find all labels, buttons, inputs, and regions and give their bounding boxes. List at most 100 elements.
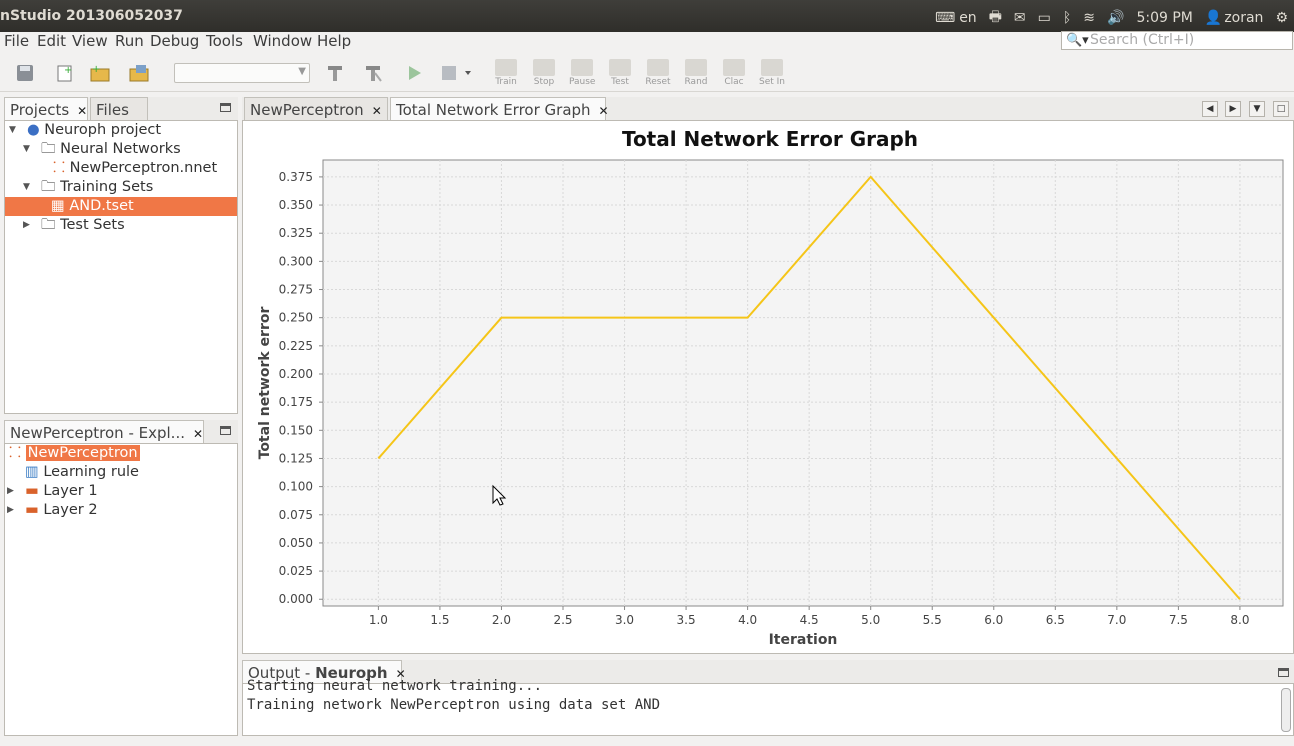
close-icon[interactable]: ✕: [77, 104, 88, 118]
hammer-icon[interactable]: [322, 60, 348, 86]
tree-node-layer-1[interactable]: ▶ ▬ Layer 1: [7, 482, 98, 501]
tab-newperceptron-label: NewPerceptron: [250, 101, 364, 119]
network-icon: ⸬: [9, 445, 22, 461]
debug-icon[interactable]: [438, 60, 474, 86]
keyboard-lang[interactable]: en: [959, 10, 977, 26]
tree-node-learning-rule[interactable]: ▥ Learning rule: [25, 463, 139, 482]
battery-icon[interactable]: ▭: [1037, 10, 1051, 26]
tab-output[interactable]: Output - Neuroph ✕: [242, 660, 406, 684]
tree-label: NewPerceptron: [25, 445, 140, 461]
wifi-icon[interactable]: ≋: [1083, 10, 1096, 26]
tree-node-newperceptron-nnet[interactable]: ⸬ NewPerceptron.nnet: [53, 159, 217, 178]
tree-node-and-tset[interactable]: ▦ AND.tset: [5, 197, 237, 216]
scrollbar[interactable]: [1281, 688, 1291, 732]
reset-label: Reset: [645, 77, 671, 87]
menu-debug[interactable]: Debug: [150, 32, 200, 50]
configuration-select[interactable]: ▼: [174, 63, 310, 83]
tree-label: Neural Networks: [60, 141, 181, 157]
menu-file[interactable]: File: [4, 32, 30, 50]
tab-list-icon[interactable]: ▼: [1249, 101, 1265, 117]
clac-button[interactable]: Clac: [721, 59, 747, 87]
expand-arrow-icon[interactable]: ▶: [7, 505, 14, 515]
new-file-icon[interactable]: +: [52, 60, 78, 86]
expand-arrow-icon[interactable]: ▼: [23, 144, 30, 154]
reset-button[interactable]: Reset: [645, 59, 671, 87]
clock[interactable]: 5:09 PM: [1136, 10, 1193, 26]
close-icon[interactable]: ✕: [193, 427, 204, 441]
mail-icon[interactable]: ✉: [1013, 10, 1026, 26]
menu-window[interactable]: Window: [253, 32, 313, 50]
user-name[interactable]: zoran: [1224, 10, 1264, 26]
table-icon: ▦: [51, 198, 65, 214]
stop-button[interactable]: Stop: [531, 59, 557, 87]
menu-tools[interactable]: Tools: [206, 32, 243, 50]
projects-tree: ▼ ● Neuroph project ▼ 🗀 Neural Networks ⸬ …: [4, 120, 238, 414]
menu-run[interactable]: Run: [115, 32, 144, 50]
y-tick-label: 0.025: [279, 564, 313, 578]
search-input[interactable]: 🔍▾ Search (Ctrl+I): [1061, 31, 1293, 50]
test-button[interactable]: Test: [607, 59, 633, 87]
tree-node-training-sets[interactable]: ▼ 🗀 Training Sets: [23, 178, 153, 197]
tree-label: Layer 1: [43, 483, 98, 499]
output-tab-bold: Neuroph: [315, 664, 388, 682]
expand-arrow-icon[interactable]: ▼: [9, 125, 16, 135]
scroll-right-icon[interactable]: ▶: [1225, 101, 1241, 117]
expand-arrow-icon[interactable]: ▶: [23, 220, 30, 230]
svg-text:+: +: [64, 65, 72, 76]
stop-label: Stop: [533, 77, 555, 87]
run-icon[interactable]: [401, 60, 427, 86]
maximize-icon[interactable]: □: [1273, 101, 1289, 117]
close-icon[interactable]: ✕: [598, 104, 609, 118]
train-button[interactable]: Train: [493, 59, 519, 87]
tab-projects[interactable]: Projects ✕: [4, 97, 88, 121]
pause-button[interactable]: Pause: [569, 59, 595, 87]
new-project-icon[interactable]: +: [87, 60, 113, 86]
tree-node-layer-2[interactable]: ▶ ▬ Layer 2: [7, 501, 98, 520]
output-tabstrip: Output - Neuroph ✕: [242, 660, 1294, 684]
series: [377, 175, 1241, 600]
expand-arrow-icon[interactable]: ▶: [7, 486, 14, 496]
tree-node-neuroph-project[interactable]: ▼ ● Neuroph project: [9, 121, 161, 140]
user-icon[interactable]: 👤: [1204, 10, 1223, 26]
clean-build-icon[interactable]: [360, 60, 386, 86]
window-title: nStudio 201306052037: [0, 8, 183, 24]
rand-button[interactable]: Rand: [683, 59, 709, 87]
folder-icon: 🗀: [41, 217, 56, 233]
tree-node-newperceptron[interactable]: ⸬ NewPerceptron: [9, 444, 140, 463]
plot-area: [322, 159, 1284, 607]
system-tray: ⌨ en 🖶 ✉ ▭ ᛒ ≋ 🔊 5:09 PM 👤 zoran ⚙: [935, 6, 1288, 30]
folder-icon: 🗀: [41, 179, 56, 195]
bluetooth-icon[interactable]: ᛒ: [1062, 10, 1072, 26]
open-project-icon[interactable]: [126, 60, 152, 86]
keyboard-icon[interactable]: ⌨: [934, 10, 956, 26]
y-tick-label: 0.200: [279, 367, 313, 381]
output-line: Starting neural network training...: [247, 678, 543, 694]
printer-icon[interactable]: 🖶: [988, 9, 1002, 25]
menu-bar: File Edit View Run Debug Tools Window He…: [0, 32, 1294, 52]
menu-help[interactable]: Help: [317, 32, 352, 50]
save-icon[interactable]: [12, 60, 38, 86]
set-in-button[interactable]: Set In: [759, 59, 785, 87]
series-line: [377, 175, 1241, 600]
tab-newperceptron[interactable]: NewPerceptron ✕: [244, 97, 388, 121]
expand-arrow-icon[interactable]: ▼: [23, 182, 30, 192]
projects-tabstrip: Projects ✕ Files: [4, 97, 238, 121]
tree-node-neural-networks[interactable]: ▼ 🗀 Neural Networks: [23, 140, 181, 159]
close-icon[interactable]: ✕: [395, 667, 406, 681]
close-icon[interactable]: ✕: [371, 104, 382, 118]
tab-files[interactable]: Files: [90, 97, 148, 121]
gear-icon[interactable]: ⚙: [1275, 10, 1288, 26]
volume-icon[interactable]: 🔊: [1107, 10, 1125, 26]
minimize-icon[interactable]: [220, 103, 231, 112]
tab-total-network-error-graph[interactable]: Total Network Error Graph ✕: [390, 97, 609, 121]
minimize-icon[interactable]: [1278, 668, 1289, 677]
tab-explorer[interactable]: NewPerceptron - Expl... ✕: [4, 420, 204, 444]
minimize-icon[interactable]: [220, 426, 231, 435]
output-console: Starting neural network training... Trai…: [242, 678, 1294, 736]
y-tick-label: 0.300: [279, 254, 313, 268]
scroll-left-icon[interactable]: ◀: [1202, 101, 1218, 117]
tree-node-test-sets[interactable]: ▶ 🗀 Test Sets: [23, 216, 125, 235]
menu-view[interactable]: View: [72, 32, 108, 50]
menu-edit[interactable]: Edit: [37, 32, 67, 50]
